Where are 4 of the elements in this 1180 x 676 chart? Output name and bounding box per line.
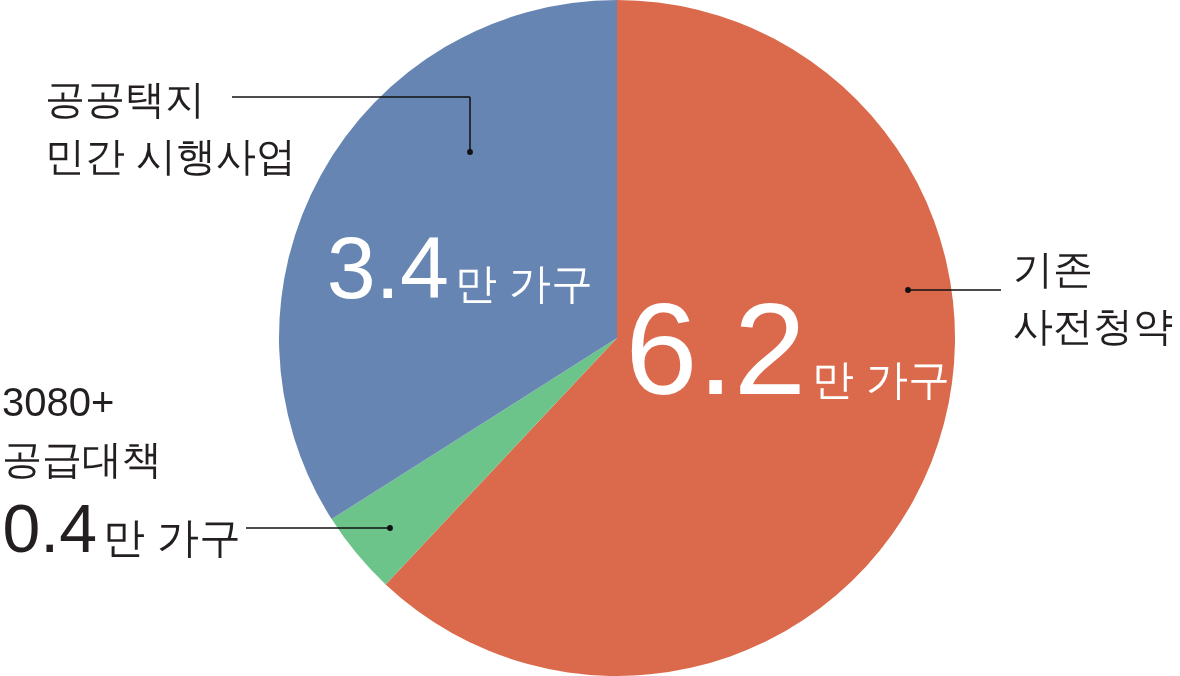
pie-slice	[331, 338, 617, 585]
slice-label: 공공택지 민간 시행사업	[45, 77, 297, 178]
slice-label: 기존 사전청약	[1013, 247, 1173, 348]
slice-label: 3080+ 공급대책	[2, 380, 162, 481]
